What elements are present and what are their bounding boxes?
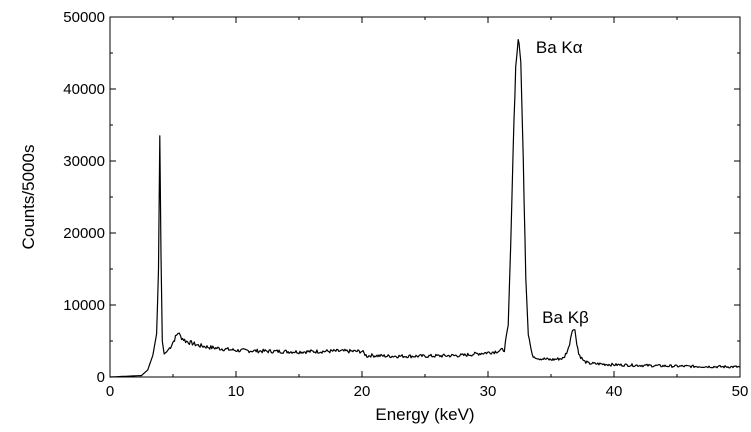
x-tick-label: 0 [106, 383, 114, 400]
y-axis-title: Counts/5000s [19, 145, 38, 250]
y-tick-label: 40000 [63, 81, 105, 98]
x-tick-label: 30 [480, 383, 497, 400]
x-tick-label: 20 [354, 383, 371, 400]
x-tick-label: 10 [228, 383, 245, 400]
axis-tick-labels: 0 10 20 30 40 50 0 10000 20000 30000 40000 50000 [63, 9, 748, 400]
ba-k-alpha-label: Ba Kα [536, 38, 583, 57]
spectrum-line [110, 38, 741, 378]
y-tick-label: 50000 [63, 9, 105, 26]
ba-k-beta-label: Ba Kβ [542, 308, 589, 327]
axis-ticks [109, 16, 741, 378]
y-tick-label: 0 [97, 369, 105, 386]
plot-frame [109, 16, 741, 378]
y-tick-label: 10000 [63, 297, 105, 314]
y-tick-label: 20000 [63, 225, 105, 242]
y-tick-label: 30000 [63, 153, 105, 170]
x-tick-label: 50 [732, 383, 749, 400]
x-tick-label: 40 [606, 383, 623, 400]
x-axis-title: Energy (keV) [375, 405, 474, 424]
